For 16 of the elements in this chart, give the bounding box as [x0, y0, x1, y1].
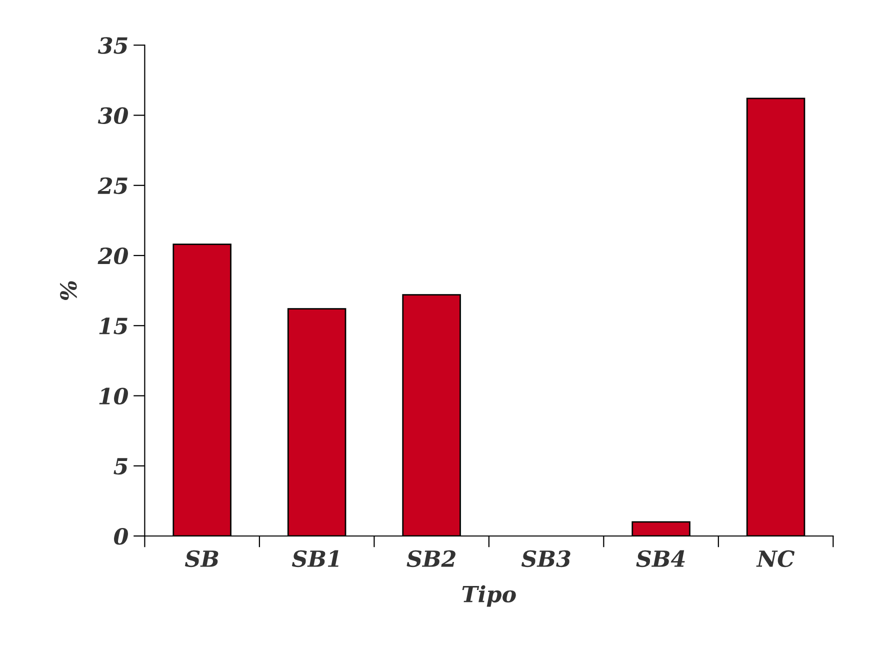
y-tick-label: 25 [98, 177, 128, 194]
y-tick-label: 0 [114, 528, 128, 545]
x-tick-label: NC [756, 550, 795, 568]
y-tick-label: 5 [114, 458, 128, 475]
x-tick-label: SB3 [521, 550, 570, 568]
y-tick-label: 30 [98, 107, 128, 124]
x-tick-label: SB1 [292, 550, 338, 568]
x-tick-label: SB2 [406, 550, 456, 568]
y-tick-label: 10 [99, 388, 128, 405]
x-axis-title: Tipo [462, 585, 516, 607]
x-tick-label: SB4 [636, 550, 685, 568]
y-tick-label: 20 [98, 247, 128, 264]
y-tick-label: 35 [98, 37, 128, 54]
y-axis-title: % [60, 281, 77, 300]
x-tick-label: SB [184, 550, 218, 568]
y-tick-label: 15 [99, 318, 128, 334]
